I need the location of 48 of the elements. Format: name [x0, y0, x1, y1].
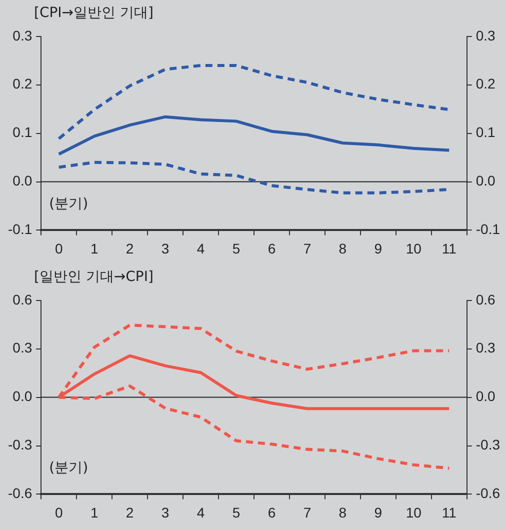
y-tick-label: 0.6 — [12, 291, 32, 308]
x-tick-label: 0 — [54, 504, 63, 520]
x-tick-label: 6 — [268, 504, 276, 520]
y-tick-label: -0.6 — [8, 485, 32, 502]
y2-tick-label: 0.0 — [476, 172, 496, 189]
x-tick-label: 3 — [161, 504, 170, 520]
x-tick-label: 8 — [338, 504, 347, 520]
x-tick-label: 4 — [196, 504, 205, 520]
x-tick-label: 4 — [196, 240, 205, 256]
x-tick-label: 10 — [406, 504, 422, 520]
y-tick-label: 0.0 — [12, 172, 32, 189]
y2-tick-label: -0.6 — [476, 485, 500, 502]
y-tick-label: 0.2 — [12, 76, 32, 92]
x-tick-label: 2 — [126, 504, 134, 520]
x-tick-label: 1 — [90, 240, 98, 256]
chart-title: [일반인 기대→CPI] — [34, 268, 154, 286]
x-tick-label: 6 — [268, 240, 276, 256]
x-tick-label: 9 — [374, 504, 382, 520]
x-tick-label: 5 — [232, 240, 240, 256]
x-tick-label: 5 — [232, 504, 240, 520]
annotation: (분기) — [49, 196, 88, 212]
y-tick-label: 0.0 — [12, 388, 32, 404]
x-tick-label: 7 — [303, 504, 312, 520]
y2-tick-label: 0.0 — [476, 388, 496, 404]
y-tick-label: 0.3 — [12, 340, 32, 356]
x-tick-label: 0 — [54, 240, 63, 256]
y-tick-label: 0.3 — [12, 27, 32, 44]
x-tick-label: 10 — [406, 240, 422, 256]
x-tick-label: 9 — [374, 240, 382, 256]
x-tick-label: 7 — [303, 240, 312, 256]
y2-tick-label: 0.3 — [476, 340, 496, 356]
y2-tick-label: 0.1 — [476, 124, 496, 140]
x-tick-label: 2 — [126, 240, 134, 256]
x-tick-label: 8 — [338, 240, 347, 256]
y-tick-label: 0.1 — [12, 124, 32, 140]
y2-tick-label: -0.3 — [476, 436, 500, 453]
y2-tick-label: 0.3 — [476, 27, 496, 44]
x-tick-label: 3 — [161, 240, 170, 256]
x-tick-label: 1 — [90, 504, 98, 520]
y-tick-label: -0.3 — [8, 436, 32, 453]
y2-tick-label: -0.1 — [476, 221, 500, 238]
chart-title: [CPI→일반인 기대] — [34, 4, 154, 22]
x-tick-label: 11 — [442, 240, 457, 256]
annotation: (분기) — [49, 460, 88, 476]
y2-tick-label: 0.6 — [476, 291, 496, 308]
y-tick-label: -0.1 — [8, 221, 32, 238]
y2-tick-label: 0.2 — [476, 76, 496, 92]
x-tick-label: 11 — [442, 504, 457, 520]
